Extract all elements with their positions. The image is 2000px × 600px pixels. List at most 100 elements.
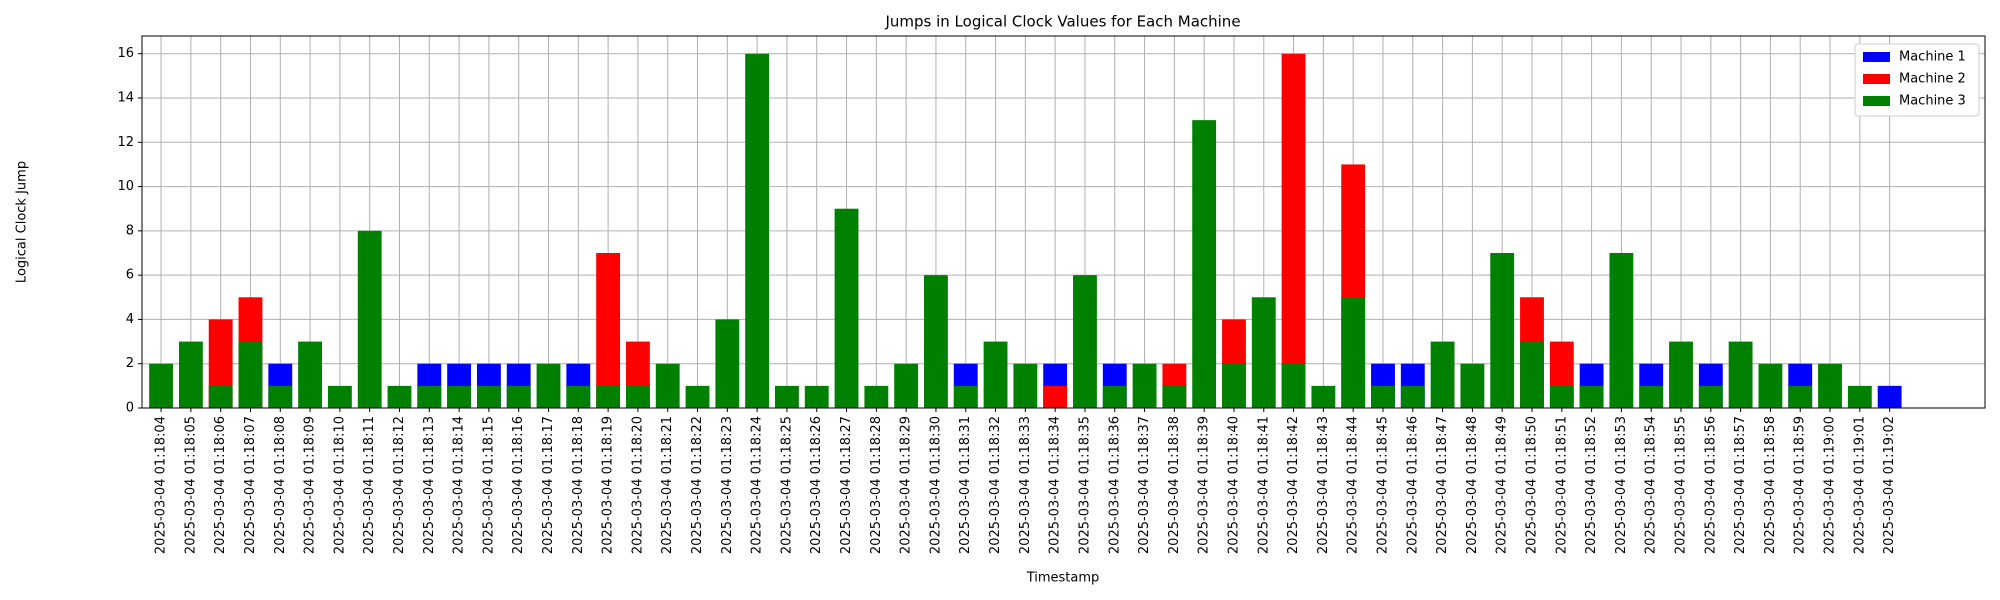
x-tick-label: 2025-03-04 01:18:09 — [303, 416, 318, 554]
x-tick-label: 2025-03-04 01:18:55 — [1674, 416, 1689, 554]
legend-label: Machine 2 — [1899, 72, 1966, 87]
x-tick-label: 2025-03-04 01:18:47 — [1435, 416, 1450, 554]
x-axis-label: Timestamp — [1026, 571, 1100, 586]
bar — [1579, 385, 1604, 408]
x-tick-label: 2025-03-04 01:18:40 — [1226, 416, 1241, 554]
legend-swatch — [1863, 96, 1890, 106]
bar — [1430, 341, 1455, 408]
bar — [1520, 341, 1544, 408]
y-tick-label: 12 — [117, 135, 134, 150]
bar — [1341, 297, 1366, 408]
bar — [596, 253, 621, 408]
x-tick-label: 2025-03-04 01:18:45 — [1375, 416, 1390, 554]
x-tick-label: 2025-03-04 01:18:29 — [899, 416, 914, 554]
bar — [1251, 297, 1276, 408]
x-tick-label: 2025-03-04 01:18:18 — [571, 416, 586, 554]
bar — [1013, 363, 1038, 408]
x-tick-label: 2025-03-04 01:18:46 — [1405, 416, 1420, 554]
x-tick-label: 2025-03-04 01:18:31 — [958, 416, 973, 554]
bar — [1609, 253, 1634, 408]
x-tick-label: 2025-03-04 01:18:33 — [1018, 416, 1033, 554]
bar — [1847, 385, 1872, 408]
bar — [894, 363, 919, 408]
x-tick-label: 2025-03-04 01:18:06 — [213, 416, 228, 554]
x-tick-label: 2025-03-04 01:18:23 — [720, 416, 735, 554]
bar — [387, 385, 412, 408]
bar — [566, 385, 591, 408]
bar — [1758, 363, 1783, 408]
x-tick-label: 2025-03-04 01:18:39 — [1197, 416, 1212, 554]
x-tick-label: 2025-03-04 01:18:26 — [809, 416, 824, 554]
x-tick-label: 2025-03-04 01:18:59 — [1793, 416, 1808, 554]
legend-swatch — [1863, 52, 1890, 62]
bar — [417, 385, 442, 408]
bar — [1490, 253, 1515, 408]
x-tick-label: 2025-03-04 01:18:07 — [243, 416, 258, 554]
x-tick-label: 2025-03-04 01:18:41 — [1256, 416, 1271, 554]
x-tick-label: 2025-03-04 01:18:05 — [183, 416, 198, 554]
bar — [536, 363, 561, 408]
y-tick-label: 2 — [126, 356, 134, 371]
bar — [715, 319, 740, 408]
bar — [1222, 363, 1246, 408]
bar — [1281, 53, 1306, 408]
x-tick-label: 2025-03-04 01:18:04 — [154, 416, 169, 554]
bar — [775, 385, 799, 408]
x-tick-label: 2025-03-04 01:18:38 — [1167, 416, 1182, 554]
y-tick-label: 8 — [126, 223, 134, 238]
bar — [1669, 341, 1693, 408]
bar — [1549, 385, 1574, 408]
bar — [238, 341, 263, 408]
x-tick-label: 2025-03-04 01:18:12 — [392, 416, 407, 554]
x-tick-label: 2025-03-04 01:18:15 — [481, 416, 496, 554]
y-axis-label: Logical Clock Jump — [15, 161, 30, 283]
x-tick-label: 2025-03-04 01:18:27 — [839, 416, 854, 554]
x-tick-label: 2025-03-04 01:18:28 — [869, 416, 884, 554]
bar — [1192, 120, 1217, 409]
bar — [655, 363, 680, 408]
x-tick-label: 2025-03-04 01:18:54 — [1644, 416, 1659, 554]
bar — [804, 385, 829, 408]
chart-title: Jumps in Logical Clock Values for Each M… — [884, 13, 1240, 31]
bar — [447, 385, 472, 408]
x-tick-label: 2025-03-04 01:19:01 — [1852, 416, 1867, 554]
legend-label: Machine 1 — [1899, 50, 1966, 65]
x-tick-label: 2025-03-04 01:18:56 — [1703, 416, 1718, 554]
x-tick-label: 2025-03-04 01:18:36 — [1107, 416, 1122, 554]
bar — [1102, 385, 1127, 408]
x-tick-label: 2025-03-04 01:18:24 — [750, 416, 765, 554]
bar — [625, 385, 650, 408]
bar — [1728, 341, 1753, 408]
bar — [1877, 385, 1902, 408]
x-tick-label: 2025-03-04 01:18:58 — [1763, 416, 1778, 554]
bar — [685, 385, 710, 408]
x-tick-label: 2025-03-04 01:18:19 — [601, 416, 616, 554]
x-tick-label: 2025-03-04 01:18:32 — [988, 416, 1003, 554]
x-tick-label: 2025-03-04 01:18:08 — [273, 416, 288, 554]
bar — [298, 341, 323, 408]
x-tick-label: 2025-03-04 01:18:50 — [1524, 416, 1539, 554]
y-tick-label: 16 — [117, 46, 134, 61]
y-tick-label: 10 — [117, 179, 134, 194]
bar — [178, 341, 203, 408]
x-tick-label: 2025-03-04 01:18:14 — [452, 416, 467, 554]
bar — [476, 385, 501, 408]
bar — [327, 385, 352, 408]
bar — [1162, 385, 1187, 408]
x-tick-label: 2025-03-04 01:18:52 — [1584, 416, 1599, 554]
x-tick-label: 2025-03-04 01:18:57 — [1733, 416, 1748, 554]
x-tick-label: 2025-03-04 01:18:30 — [928, 416, 943, 554]
x-tick-label: 2025-03-04 01:18:17 — [541, 416, 556, 554]
bar — [983, 341, 1008, 408]
x-tick-label: 2025-03-04 01:18:11 — [362, 416, 377, 554]
x-tick-label: 2025-03-04 01:18:43 — [1316, 416, 1331, 554]
x-tick-label: 2025-03-04 01:18:37 — [1137, 416, 1152, 554]
bar — [1043, 385, 1068, 408]
x-tick-label: 2025-03-04 01:18:21 — [660, 416, 675, 554]
x-tick-label: 2025-03-04 01:18:22 — [690, 416, 705, 554]
x-tick-label: 2025-03-04 01:19:00 — [1823, 416, 1838, 554]
x-tick-label: 2025-03-04 01:18:20 — [630, 416, 645, 554]
legend-swatch — [1863, 74, 1890, 84]
bar — [953, 385, 978, 408]
